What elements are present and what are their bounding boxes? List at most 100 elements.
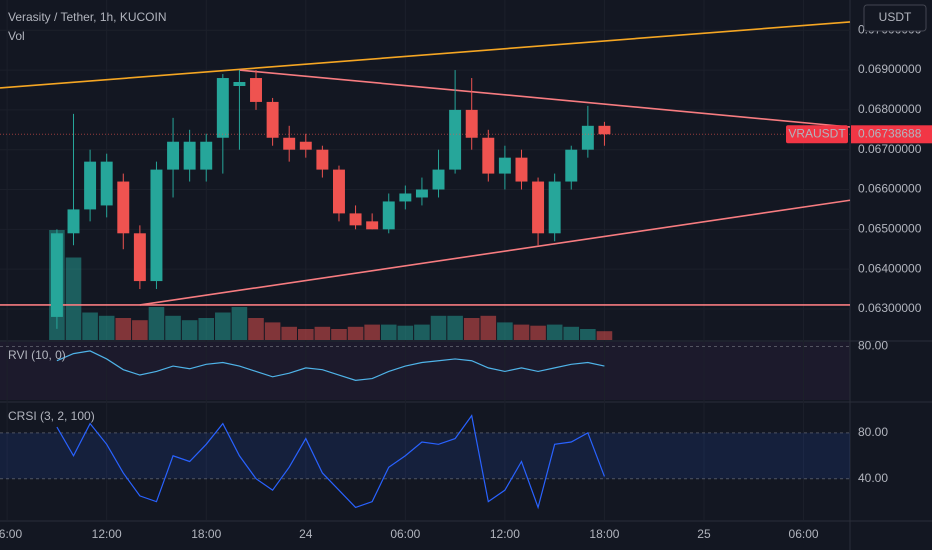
volume-bar (115, 318, 132, 340)
candle-body (100, 161, 113, 206)
volume-bar (480, 315, 497, 340)
candle-body (482, 137, 495, 174)
candle-body (581, 125, 594, 150)
candle-body (415, 189, 428, 198)
currency-label: USDT (879, 10, 912, 24)
indicator-tick-label: 80.00 (858, 339, 888, 353)
rvi-pane (0, 342, 850, 400)
x-tick-label: 12:00 (490, 527, 520, 541)
volume-bar (397, 325, 414, 340)
volume-bar (314, 326, 331, 340)
volume-bar (596, 331, 613, 340)
volume-bar (347, 326, 364, 340)
candle-body (167, 141, 180, 170)
trend-line (139, 199, 851, 306)
x-tick-label: 06:00 (390, 527, 420, 541)
candle-body (283, 137, 296, 150)
indicator-tick-label: 40.00 (858, 471, 888, 485)
symbol-label: VRAUSDT (788, 126, 846, 140)
candle-body (299, 141, 312, 150)
candle-body (216, 78, 229, 138)
indicator-line (56, 414, 606, 510)
volume-bar (181, 320, 198, 340)
trend-line (239, 69, 851, 128)
candle-body (382, 201, 395, 230)
candle-body (50, 233, 63, 317)
candle-body (150, 169, 163, 282)
candle-body (133, 233, 146, 282)
candle-body (515, 157, 528, 182)
y-tick-label: 0.06800000 (858, 102, 922, 116)
y-tick-label: 0.06900000 (858, 62, 922, 76)
volume-bar (563, 326, 580, 340)
volume-bar (463, 318, 480, 340)
volume-bar (530, 325, 546, 340)
y-tick-label: 0.06600000 (858, 182, 922, 196)
candle-body (532, 181, 545, 234)
candle-body (548, 181, 561, 234)
volume-bar (580, 329, 596, 340)
volume-bar (546, 324, 563, 340)
volume-bar (297, 329, 314, 340)
volume-bar (281, 326, 297, 340)
indicator-tick-label: 80.00 (858, 425, 888, 439)
x-tick-label: 18:00 (191, 527, 221, 541)
last-price-label: 0.06738688 (858, 126, 922, 140)
volume-bar (513, 324, 530, 340)
volume-bar (198, 318, 215, 340)
volume-title: Vol (8, 29, 25, 43)
y-tick-label: 0.06300000 (858, 301, 922, 315)
volume-bar (447, 315, 463, 340)
currency-badge (863, 4, 927, 32)
indicator-title: RVI (10, 0) (8, 348, 66, 362)
candle-body (250, 78, 262, 102)
candle-body (200, 141, 213, 170)
last-price-badge (851, 125, 932, 144)
volume-bar (497, 322, 513, 340)
volume-bar (148, 307, 165, 340)
candle-body (366, 221, 379, 230)
indicator-band (0, 432, 850, 479)
candle-body (332, 169, 345, 214)
volume-bar (248, 318, 264, 340)
volume-bar (380, 324, 397, 340)
candle-body (449, 109, 462, 170)
y-tick-label: 0.06700000 (858, 142, 922, 156)
x-tick-label: 25 (697, 527, 711, 541)
volume-bar (331, 329, 347, 340)
x-tick-label: 18:00 (589, 527, 619, 541)
chart-title: Verasity / Tether, 1h, KUCOIN (8, 10, 167, 24)
candle-body (565, 149, 578, 182)
candle-body (465, 109, 478, 138)
candle-body (117, 181, 130, 234)
x-tick-label: 24 (299, 527, 313, 541)
x-tick-label: 06:00 (0, 527, 22, 541)
candle-body (399, 193, 412, 202)
volume-bar (414, 324, 430, 340)
x-tick-label: 06:00 (789, 527, 819, 541)
candle-body (233, 82, 246, 86)
candle-body (67, 209, 80, 234)
x-tick-label: 12:00 (92, 527, 122, 541)
candle-body (432, 169, 445, 190)
volume-bar (82, 312, 98, 340)
volume-bar (165, 315, 181, 340)
volume-bar (231, 307, 248, 340)
candle-body (84, 161, 97, 210)
candle-body (498, 157, 511, 174)
candle-body (183, 141, 196, 170)
indicator-line (56, 350, 605, 381)
volume-bar (215, 312, 231, 340)
symbol-badge (786, 125, 848, 144)
candle-body (349, 213, 362, 226)
volume-bar (65, 257, 82, 340)
y-tick-label: 0.06500000 (858, 221, 922, 235)
indicator-title: CRSI (3, 2, 100) (8, 409, 95, 423)
volume-bar (98, 315, 115, 340)
volume-bar (264, 322, 281, 340)
candle-body (266, 101, 279, 138)
candle-body (316, 149, 329, 170)
volume-bar (132, 320, 148, 340)
y-tick-label: 0.06400000 (858, 261, 922, 275)
